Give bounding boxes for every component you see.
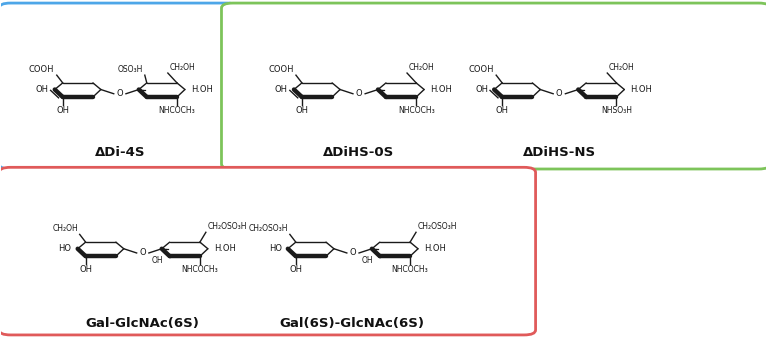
FancyBboxPatch shape bbox=[0, 167, 535, 335]
Text: CH₂OH: CH₂OH bbox=[52, 224, 78, 233]
Text: Gal(6S)-GlcNAc(6S): Gal(6S)-GlcNAc(6S) bbox=[279, 317, 424, 330]
Text: OH: OH bbox=[275, 85, 288, 94]
Text: OH: OH bbox=[495, 106, 509, 115]
Text: H.OH: H.OH bbox=[191, 85, 213, 94]
Text: CH₂OH: CH₂OH bbox=[170, 63, 195, 72]
Text: ΔDiHS-NS: ΔDiHS-NS bbox=[522, 146, 596, 160]
Text: H.OH: H.OH bbox=[430, 85, 452, 94]
Text: O: O bbox=[117, 89, 123, 98]
Text: O: O bbox=[556, 89, 562, 98]
Text: NHCOCH₃: NHCOCH₃ bbox=[398, 106, 435, 115]
Text: NHSO₃H: NHSO₃H bbox=[601, 106, 632, 115]
Text: O: O bbox=[356, 89, 362, 98]
Text: CH₂OSO₃H: CH₂OSO₃H bbox=[249, 224, 288, 233]
Text: ΔDi-4S: ΔDi-4S bbox=[94, 146, 145, 160]
Text: OH: OH bbox=[56, 106, 69, 115]
Text: COOH: COOH bbox=[29, 65, 54, 74]
Text: NHCOCH₃: NHCOCH₃ bbox=[182, 265, 219, 274]
Text: OH: OH bbox=[35, 85, 48, 94]
Text: H.OH: H.OH bbox=[424, 244, 446, 253]
Text: O: O bbox=[140, 248, 146, 258]
Text: CH₂OSO₃H: CH₂OSO₃H bbox=[417, 222, 457, 231]
Text: NHCOCH₃: NHCOCH₃ bbox=[159, 106, 196, 115]
Text: NHCOCH₃: NHCOCH₃ bbox=[392, 265, 429, 274]
Text: CH₂OH: CH₂OH bbox=[609, 63, 634, 72]
Text: OH: OH bbox=[362, 256, 374, 265]
Text: ΔDiHS-0S: ΔDiHS-0S bbox=[324, 146, 395, 160]
Text: OH: OH bbox=[475, 85, 488, 94]
Text: OSO₃H: OSO₃H bbox=[118, 65, 143, 74]
Text: OH: OH bbox=[79, 265, 92, 274]
Text: COOH: COOH bbox=[469, 65, 494, 74]
Text: OH: OH bbox=[295, 106, 308, 115]
Text: HO: HO bbox=[58, 244, 71, 253]
Text: H.OH: H.OH bbox=[630, 85, 653, 94]
FancyBboxPatch shape bbox=[0, 3, 239, 169]
Text: O: O bbox=[350, 248, 356, 258]
Text: CH₂OSO₃H: CH₂OSO₃H bbox=[207, 222, 247, 231]
Text: H.OH: H.OH bbox=[214, 244, 235, 253]
Text: OH: OH bbox=[289, 265, 302, 274]
FancyBboxPatch shape bbox=[222, 3, 767, 169]
Text: Gal-GlcNAc(6S): Gal-GlcNAc(6S) bbox=[86, 317, 199, 330]
Text: OH: OH bbox=[152, 256, 163, 265]
Text: COOH: COOH bbox=[268, 65, 294, 74]
Text: CH₂OH: CH₂OH bbox=[409, 63, 434, 72]
Text: HO: HO bbox=[268, 244, 281, 253]
